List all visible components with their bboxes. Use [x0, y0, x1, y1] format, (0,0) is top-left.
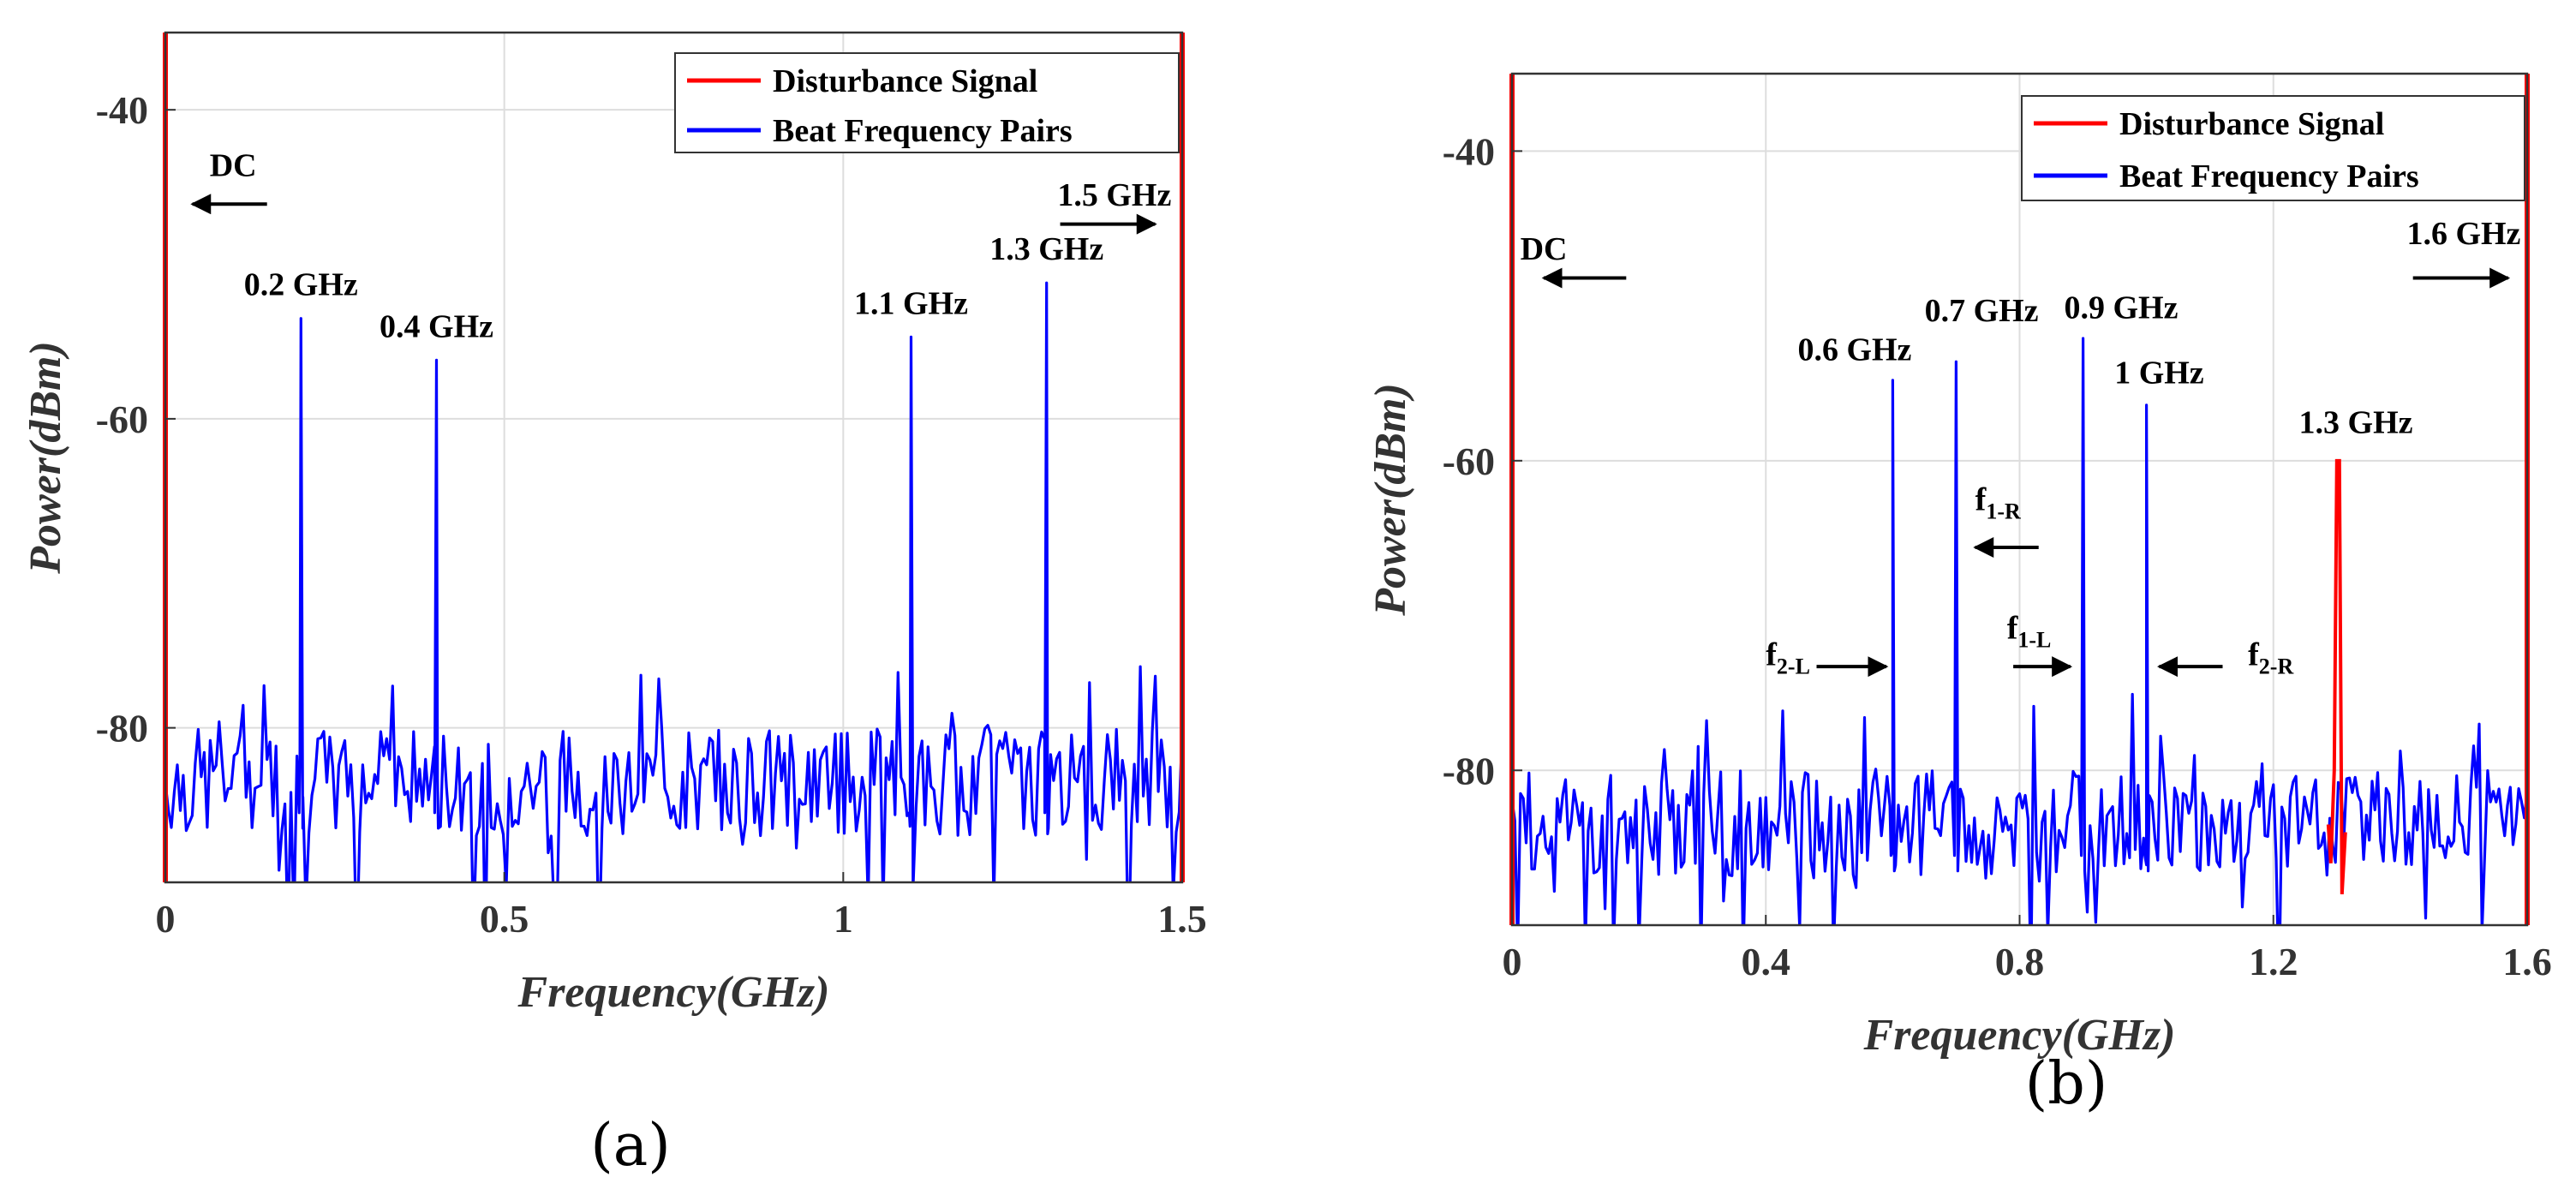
subscript-annotation: f1-L — [2007, 611, 2052, 653]
legend: Disturbance Signal Beat Frequency Pairs — [674, 52, 1180, 153]
x-tick-label: 0 — [1503, 940, 1522, 983]
beat-frequency-trace — [165, 281, 1182, 882]
legend-label-disturbance: Disturbance Signal — [773, 63, 1037, 99]
subscript-annotation: f1-R — [1975, 482, 2021, 524]
annotation-label: 0.7 GHz — [1925, 293, 2039, 329]
legend-box — [674, 52, 1180, 153]
annotation-label: DC — [210, 148, 257, 184]
x-tick-label: 1 — [834, 897, 853, 941]
subscript-annotation-sub: 2-L — [1777, 654, 1810, 678]
annotation-label: 0.9 GHz — [2065, 290, 2179, 326]
x-tick-label: 1.5 — [1157, 897, 1207, 941]
y-tick-label: -40 — [96, 88, 148, 132]
chart-b: 0 0.4 0.8 1.2 1.6 -40 -60 -80 Frequency(GHz) Powe… — [1366, 72, 2552, 1118]
subscript-annotation-sub: 2-R — [2259, 654, 2294, 678]
legend-label-beat: Beat Frequency Pairs — [773, 113, 1073, 149]
subscript-annotation-sub: 1-L — [2017, 628, 2051, 653]
annotation-label: 1.3 GHz — [989, 231, 1103, 267]
annotation-label: 1 GHz — [2114, 355, 2204, 391]
y-tick-label: -80 — [1443, 749, 1495, 792]
x-axis-label: Frequency(GHz) — [1863, 1011, 2176, 1060]
chart-a: 0 0.5 1 1.5 -40 -60 -80 Frequency(GHz) Power(dBm… — [21, 31, 1207, 1180]
annotation-label: 0.2 GHz — [244, 267, 358, 303]
subscript-annotation: f2-L — [1766, 636, 1810, 678]
subscript-annotation-main: f — [1975, 482, 1987, 518]
legend-label-disturbance: Disturbance Signal — [2119, 106, 2384, 142]
y-axis-label: Power(dBm) — [21, 341, 70, 575]
subscript-annotation-main: f — [1766, 636, 1778, 672]
annotation-label: 1.5 GHz — [1057, 177, 1171, 213]
legend: Disturbance Signal Beat Frequency Pairs — [2021, 95, 2525, 201]
subscript-annotation: f2-R — [2248, 636, 2293, 678]
x-tick-label: 1.2 — [2249, 940, 2298, 983]
beat-frequency-trace — [1512, 337, 2527, 925]
y-tick-label: -60 — [1443, 439, 1495, 483]
subscript-annotation-sub: 1-R — [1986, 499, 2021, 524]
y-tick-label: -40 — [1443, 129, 1495, 173]
disturbance-peak-0 — [2326, 458, 2347, 894]
annotation-label: 0.6 GHz — [1797, 332, 1911, 367]
y-tick-label: -60 — [96, 397, 148, 441]
annotation-label: 1.1 GHz — [854, 285, 968, 321]
y-axis-label: Power(dBm) — [1366, 383, 1415, 617]
y-tick-label: -80 — [96, 707, 148, 750]
subscript-annotation-main: f — [2007, 611, 2019, 647]
x-tick-label: 1.6 — [2502, 940, 2552, 983]
subscript-annotation-main: f — [2248, 636, 2260, 672]
annotation-label: 0.4 GHz — [380, 308, 493, 344]
panel-label: (a) — [590, 1112, 671, 1180]
x-tick-label: 0.5 — [480, 897, 529, 941]
annotation-label: 1.3 GHz — [2299, 404, 2413, 440]
legend-box — [2021, 95, 2525, 201]
x-tick-label: 0 — [156, 897, 176, 941]
annotation-label: 1.6 GHz — [2406, 216, 2520, 252]
legend-label-beat: Beat Frequency Pairs — [2119, 158, 2419, 194]
annotation-label: DC — [1521, 231, 1568, 267]
panel-label: (b) — [2025, 1050, 2108, 1118]
axes-frame — [164, 31, 1184, 884]
x-axis-label: Frequency(GHz) — [517, 968, 830, 1017]
x-tick-label: 0.8 — [1995, 940, 2045, 983]
x-tick-label: 0.4 — [1742, 940, 1791, 983]
